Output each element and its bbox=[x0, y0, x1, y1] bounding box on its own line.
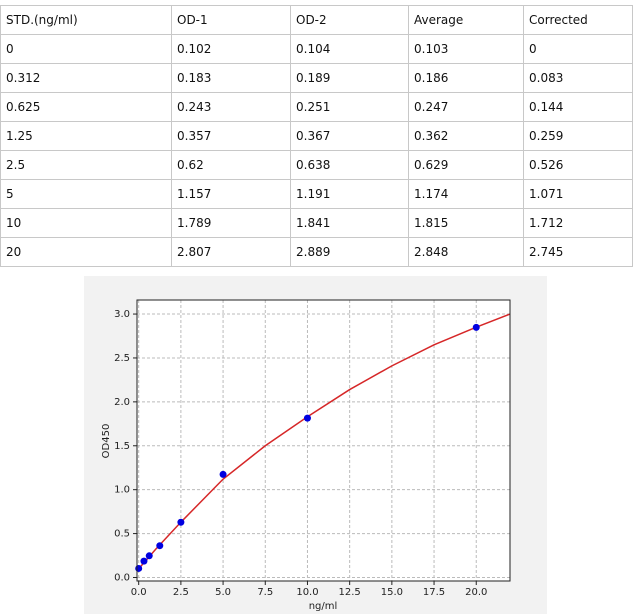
x-tick-label: 15.0 bbox=[381, 587, 403, 598]
table-cell: 2.745 bbox=[523, 237, 633, 267]
table-cell: 20 bbox=[0, 237, 172, 267]
table-cell: 2.848 bbox=[408, 237, 524, 267]
data-point bbox=[156, 542, 164, 550]
y-tick-label: 1.0 bbox=[114, 485, 130, 496]
x-tick-label: 5.0 bbox=[215, 587, 231, 598]
header-row: STD.(ng/ml) OD-1 OD-2 Average Corrected bbox=[0, 5, 633, 35]
x-axis-label: ng/ml bbox=[309, 601, 338, 612]
table-cell: 1.841 bbox=[290, 208, 409, 238]
y-tick-label: 3.0 bbox=[114, 309, 130, 320]
data-point bbox=[303, 414, 311, 422]
table-row: 0 0.102 0.104 0.103 0 bbox=[0, 34, 633, 64]
table-cell: 2.807 bbox=[171, 237, 291, 267]
x-tick-label: 17.5 bbox=[423, 587, 445, 598]
y-tick-label: 0.0 bbox=[114, 572, 130, 583]
table-cell: 2.889 bbox=[290, 237, 409, 267]
table-cell: 10 bbox=[0, 208, 172, 238]
table-cell: 1.712 bbox=[523, 208, 633, 238]
y-tick-label: 1.5 bbox=[114, 441, 130, 452]
plot-area bbox=[137, 300, 510, 581]
table-cell: 0.526 bbox=[523, 150, 633, 180]
table-cell: 1.174 bbox=[408, 179, 524, 209]
table-cell: 1.157 bbox=[171, 179, 291, 209]
table-cell: Average bbox=[408, 5, 524, 35]
y-tick-label: 2.5 bbox=[114, 353, 130, 364]
data-point bbox=[135, 564, 143, 572]
data-table: STD.(ng/ml) OD-1 OD-2 Average Corrected 0 0.10… bbox=[0, 5, 633, 267]
table-cell: 0.367 bbox=[290, 121, 409, 151]
table-cell: 0.629 bbox=[408, 150, 524, 180]
table-cell: 0.357 bbox=[171, 121, 291, 151]
table-cell: 0.243 bbox=[171, 92, 291, 122]
y-tick-label: 0.5 bbox=[114, 529, 130, 540]
table-cell: 0.102 bbox=[171, 34, 291, 64]
table-cell: 0.104 bbox=[290, 34, 409, 64]
table-row: 20 2.807 2.889 2.848 2.745 bbox=[0, 237, 633, 267]
table-cell: 0.638 bbox=[290, 150, 409, 180]
table-cell: 0.362 bbox=[408, 121, 524, 151]
y-tick-label: 2.0 bbox=[114, 397, 130, 408]
table-row: 10 1.789 1.841 1.815 1.712 bbox=[0, 208, 633, 238]
table-cell: 0.312 bbox=[0, 63, 172, 93]
x-tick-label: 0.0 bbox=[131, 587, 147, 598]
table-cell: 1.789 bbox=[171, 208, 291, 238]
x-tick-label: 12.5 bbox=[339, 587, 361, 598]
data-point bbox=[140, 557, 148, 565]
table-cell: STD.(ng/ml) bbox=[0, 5, 172, 35]
table-cell: 1.25 bbox=[0, 121, 172, 151]
table-cell: Corrected bbox=[523, 5, 633, 35]
table-row: 1.25 0.357 0.367 0.362 0.259 bbox=[0, 121, 633, 151]
table-row: 5 1.157 1.191 1.174 1.071 bbox=[0, 179, 633, 209]
data-point bbox=[219, 470, 227, 478]
table-cell: 1.071 bbox=[523, 179, 633, 209]
plot-frame bbox=[136, 299, 511, 582]
table-row: 0.625 0.243 0.251 0.247 0.144 bbox=[0, 92, 633, 122]
x-tick-label: 20.0 bbox=[465, 587, 487, 598]
table-cell: OD-1 bbox=[171, 5, 291, 35]
data-point bbox=[177, 518, 185, 526]
table-cell: 0.186 bbox=[408, 63, 524, 93]
table-cell: 0.247 bbox=[408, 92, 524, 122]
table-cell: 1.191 bbox=[290, 179, 409, 209]
table-row: 2.5 0.62 0.638 0.629 0.526 bbox=[0, 150, 633, 180]
y-axis-label: OD450 bbox=[101, 424, 112, 459]
x-tick-label: 10.0 bbox=[296, 587, 318, 598]
x-tick-label: 2.5 bbox=[173, 587, 189, 598]
x-tick-label: 7.5 bbox=[257, 587, 273, 598]
table-row: 0.312 0.183 0.189 0.186 0.083 bbox=[0, 63, 633, 93]
data-point bbox=[472, 323, 480, 331]
data-point bbox=[145, 552, 153, 560]
